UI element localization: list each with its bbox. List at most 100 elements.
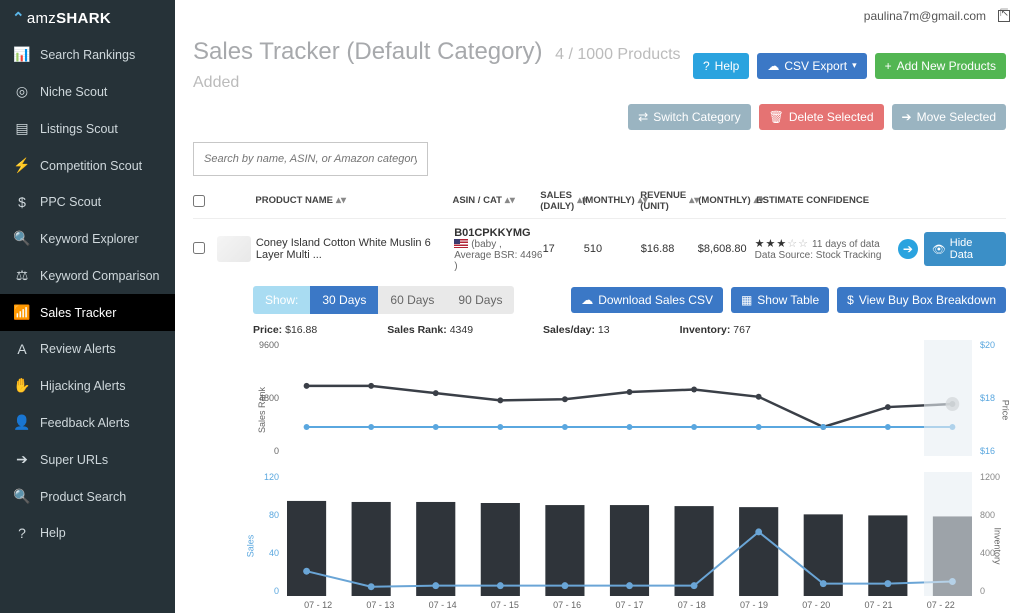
- cloud-icon: ☁: [767, 59, 779, 73]
- arrow-icon: ➔: [12, 451, 32, 468]
- target-icon: ◎: [12, 83, 32, 100]
- search-input[interactable]: [193, 142, 428, 176]
- stat-price: $16.88: [285, 324, 317, 336]
- sidebar-item-label: Listings Scout: [40, 122, 118, 136]
- kv-stats: Price: $16.88 Sales Rank: 4349 Sales/day…: [253, 324, 1006, 336]
- x-tick: 07 - 17: [598, 600, 660, 610]
- help-icon: ?: [12, 525, 32, 541]
- col-sales-monthly[interactable]: (MONTHLY): [582, 195, 634, 206]
- y-left-axis: 12080400: [253, 472, 283, 596]
- rev-monthly-value: $8,608.80: [698, 243, 755, 255]
- sidebar-item-label: Super URLs: [40, 453, 108, 467]
- arrow-right-icon: ➔: [902, 110, 912, 124]
- asin-value: B01CPKKYMG: [454, 227, 542, 239]
- trash-icon: 🗑: [769, 110, 784, 124]
- switch-icon: ⇄: [638, 110, 648, 124]
- show-label: Show:: [253, 286, 310, 314]
- dollar-icon: $: [847, 293, 854, 307]
- sort-icon[interactable]: ▴▾: [505, 197, 515, 205]
- us-flag-icon: [454, 239, 468, 248]
- sidebar-item-review-alerts[interactable]: AReview Alerts: [0, 331, 175, 367]
- sidebar-item-label: PPC Scout: [40, 195, 101, 209]
- search-icon: 🔍: [12, 230, 32, 247]
- detail-panel: Show: 30 Days 60 Days 90 Days ☁Download …: [253, 286, 1006, 610]
- select-all-checkbox[interactable]: [193, 195, 205, 207]
- sidebar-item-listings-scout[interactable]: ▤Listings Scout: [0, 110, 175, 147]
- col-rev-unit[interactable]: REVENUE (UNIT): [640, 190, 686, 212]
- sidebar-item-label: Search Rankings: [40, 48, 135, 62]
- sales-daily-value: 17: [543, 243, 584, 255]
- sidebar-item-label: Feedback Alerts: [40, 416, 130, 430]
- sidebar-item-label: Hijacking Alerts: [40, 379, 125, 393]
- sidebar-item-keyword-explorer[interactable]: 🔍Keyword Explorer: [0, 220, 175, 257]
- chart-highlight: [924, 340, 972, 456]
- nav-list: 📊 Search Rankings ◎Niche Scout▤Listings Sc…: [0, 36, 175, 551]
- move-selected-button[interactable]: ➔Move Selected: [892, 104, 1006, 130]
- col-product-name[interactable]: PRODUCT NAME: [255, 195, 333, 206]
- caret-down-icon: ▾: [852, 60, 857, 71]
- sidebar-item-search-rankings[interactable]: 📊 Search Rankings: [0, 36, 175, 73]
- bars-icon: 📶: [12, 304, 32, 321]
- x-tick: 07 - 21: [847, 600, 909, 610]
- add-products-button[interactable]: +Add New Products: [875, 53, 1006, 79]
- category-value: (baby ,: [471, 239, 502, 250]
- table-row: Coney Island Cotton White Muslin 6 Layer…: [193, 219, 1006, 280]
- sidebar-item-super-urls[interactable]: ➔ Super URLs: [0, 441, 175, 478]
- sidebar-item-competition-scout[interactable]: ⚡ Competition Scout: [0, 147, 175, 184]
- csv-export-button[interactable]: ☁CSV Export▾: [757, 53, 866, 79]
- page-title: Sales Tracker (Default Category) 4 / 100…: [193, 38, 683, 94]
- chart-highlight: [924, 472, 972, 596]
- sort-icon[interactable]: ▴▾: [336, 197, 346, 205]
- range-30-button[interactable]: 30 Days: [310, 286, 378, 314]
- range-60-button[interactable]: 60 Days: [378, 286, 446, 314]
- product-name[interactable]: Coney Island Cotton White Muslin 6 Layer…: [256, 237, 454, 261]
- days-data: 11 days of data: [812, 239, 880, 250]
- user-email[interactable]: paulina7m@gmail.com: [864, 9, 986, 23]
- sidebar-item-hijacking-alerts[interactable]: ✋Hijacking Alerts: [0, 367, 175, 404]
- expand-row-button[interactable]: ➔: [898, 239, 918, 259]
- sidebar-item-label: Competition Scout: [40, 159, 142, 173]
- col-asin[interactable]: ASIN / CAT: [452, 195, 501, 206]
- switch-category-button[interactable]: ⇄Switch Category: [628, 104, 750, 130]
- sidebar-item-feedback-alerts[interactable]: 👤Feedback Alerts: [0, 404, 175, 441]
- rev-unit-value: $16.88: [641, 243, 698, 255]
- sidebar-item-label: Help: [40, 526, 66, 540]
- col-confidence[interactable]: ESTIMATE CONFIDENCE: [756, 195, 869, 206]
- hide-data-button[interactable]: 👁Hide Data: [924, 232, 1006, 266]
- range-90-button[interactable]: 90 Days: [446, 286, 514, 314]
- x-axis: 07 - 1207 - 1307 - 1407 - 1507 - 1607 - …: [287, 600, 972, 610]
- x-tick: 07 - 19: [723, 600, 785, 610]
- A-icon: A: [12, 341, 32, 357]
- expand-icon[interactable]: [998, 10, 1010, 22]
- buybox-button[interactable]: $View Buy Box Breakdown: [837, 287, 1006, 313]
- table-header: PRODUCT NAME▴▾ ASIN / CAT▴▾ SALES (DAILY…: [193, 184, 1006, 219]
- search-icon: 🔍: [12, 488, 32, 505]
- sidebar-item-sales-tracker[interactable]: 📶 Sales Tracker: [0, 294, 175, 331]
- bolt-icon: ⚡: [12, 157, 32, 174]
- help-icon: ?: [703, 59, 710, 73]
- eye-icon: 👁: [932, 243, 946, 256]
- col-rev-monthly[interactable]: (MONTHLY): [698, 195, 750, 206]
- sidebar-item-help[interactable]: ? Help: [0, 515, 175, 551]
- range-segment: Show: 30 Days 60 Days 90 Days: [253, 286, 514, 314]
- download-csv-button[interactable]: ☁Download Sales CSV: [571, 287, 723, 313]
- show-table-button[interactable]: ▦Show Table: [731, 287, 829, 313]
- chart-icon: 📊: [12, 46, 32, 63]
- sidebar-item-product-search[interactable]: 🔍Product Search: [0, 478, 175, 515]
- sidebar-item-niche-scout[interactable]: ◎Niche Scout: [0, 73, 175, 110]
- y-left-axis: 960048000: [253, 340, 283, 456]
- dollar-icon: $: [12, 194, 32, 210]
- col-sales-daily[interactable]: SALES (DAILY): [540, 190, 574, 212]
- help-button[interactable]: ?Help: [693, 53, 749, 79]
- sales-inventory-chart: Sales Inventory 12080400 12008004000 07: [253, 472, 1006, 610]
- table-icon: ▦: [741, 293, 752, 307]
- stat-rank: 4349: [450, 324, 473, 336]
- row-checkbox[interactable]: [193, 242, 205, 254]
- delete-selected-button[interactable]: 🗑Delete Selected: [759, 104, 884, 130]
- x-tick: 07 - 22: [910, 600, 972, 610]
- sidebar-item-ppc-scout[interactable]: $ PPC Scout: [0, 184, 175, 220]
- x-tick: 07 - 18: [661, 600, 723, 610]
- topbar: paulina7m@gmail.com: [175, 0, 1024, 32]
- sidebar-item-label: Sales Tracker: [40, 306, 116, 320]
- sidebar-item-keyword-comparison[interactable]: ⚖Keyword Comparison: [0, 257, 175, 294]
